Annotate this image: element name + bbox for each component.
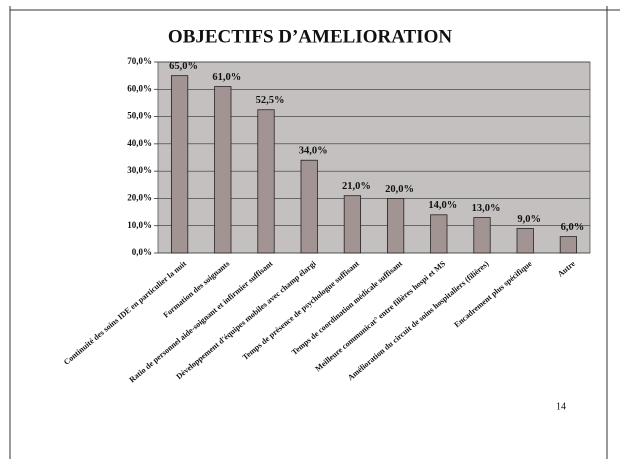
data-label: 65,0%: [169, 61, 198, 72]
bar: [214, 86, 232, 254]
y-tick-label: 0,0%: [132, 247, 152, 257]
bar: [559, 236, 578, 254]
data-label: 21,0%: [342, 181, 371, 192]
y-tick-label: 40,0%: [127, 138, 152, 148]
data-label: 6,0%: [561, 222, 585, 233]
bar: [343, 195, 362, 254]
bar: [386, 198, 405, 254]
bar: [257, 109, 275, 254]
bar: [300, 159, 318, 254]
y-tick-label: 10,0%: [127, 220, 152, 230]
data-label: 52,5%: [256, 95, 285, 106]
data-label: 9,0%: [517, 214, 541, 225]
chart-title: OBJECTIFS D’AMELIORATION: [168, 26, 452, 47]
data-label: 14,0%: [428, 200, 457, 211]
data-label: 34,0%: [299, 146, 328, 157]
page-number: 14: [556, 401, 566, 412]
data-label: 13,0%: [472, 203, 501, 214]
y-tick-label: 30,0%: [127, 165, 152, 175]
bar: [430, 214, 448, 254]
y-tick-label: 70,0%: [127, 56, 152, 66]
bar: [516, 228, 534, 254]
data-label: 20,0%: [385, 184, 414, 195]
y-tick-label: 20,0%: [127, 192, 152, 202]
y-tick-label: 50,0%: [127, 111, 152, 121]
bar: [170, 75, 189, 254]
bar: [473, 217, 491, 254]
data-label: 61,0%: [212, 72, 241, 83]
y-tick-label: 60,0%: [127, 83, 152, 93]
